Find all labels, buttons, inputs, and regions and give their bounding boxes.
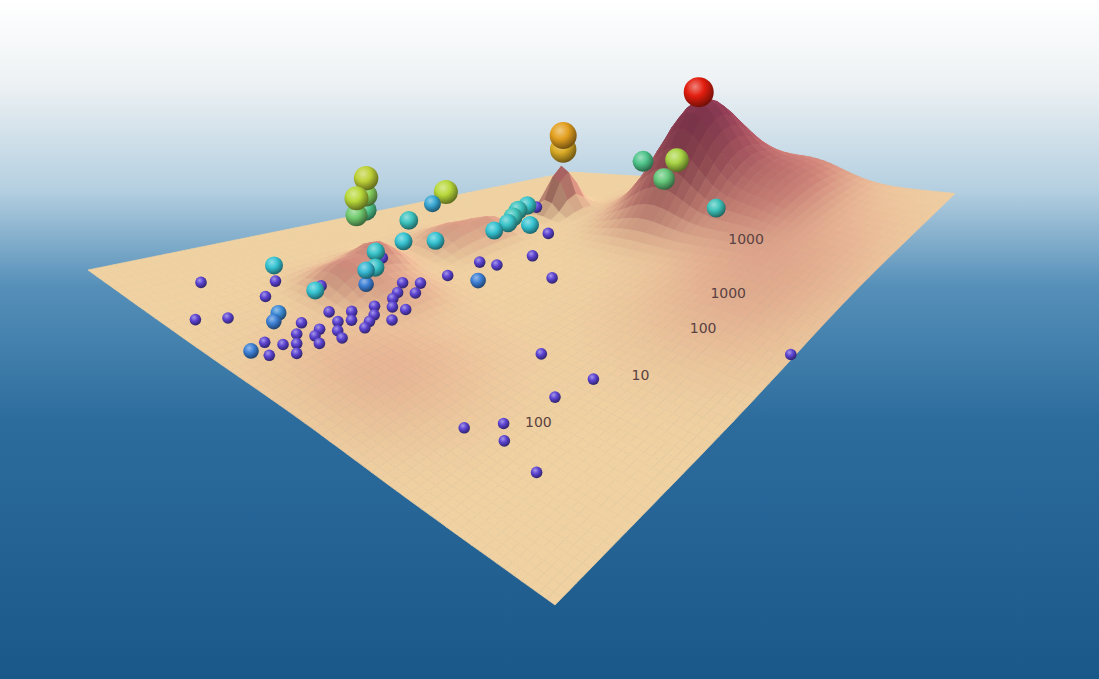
scene: 1000100010010100 xyxy=(0,0,1099,679)
terrain-cell xyxy=(934,200,948,208)
terrain xyxy=(88,99,955,605)
terrain-cell xyxy=(941,193,955,201)
background xyxy=(0,0,1099,679)
terrain-cell xyxy=(927,206,941,214)
